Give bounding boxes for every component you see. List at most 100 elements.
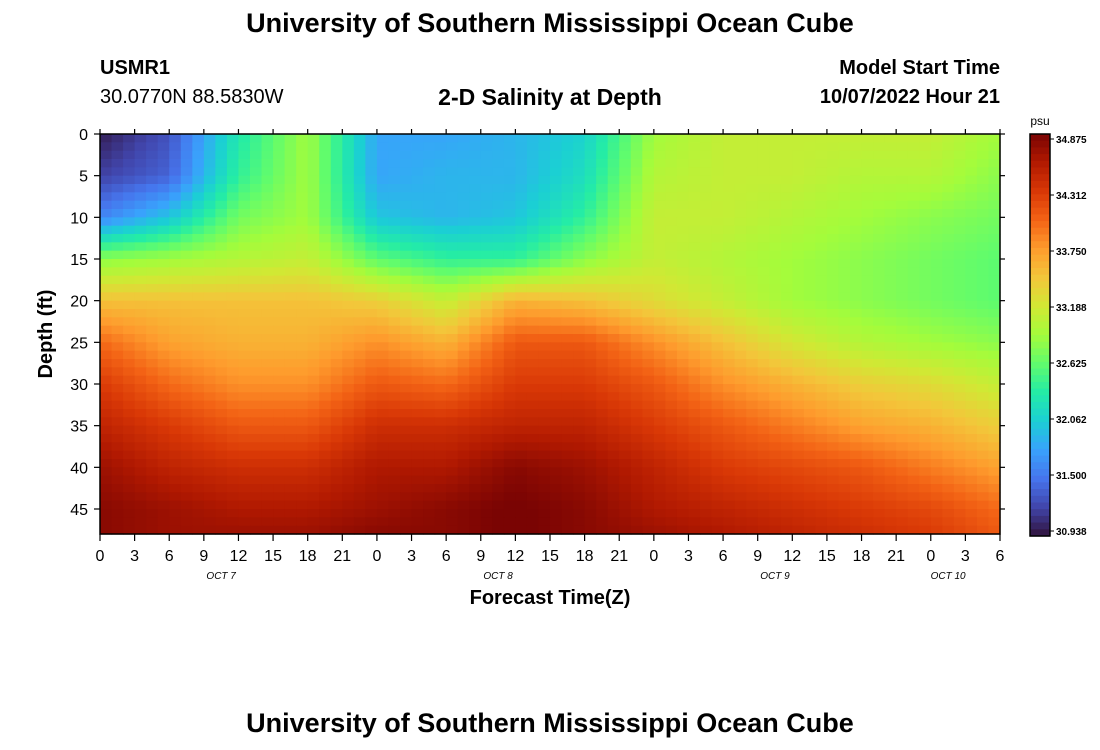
- heatmap-cell: [757, 384, 770, 393]
- heatmap-cell: [469, 417, 482, 427]
- heatmap-cell: [734, 509, 747, 518]
- heatmap-cell: [319, 167, 332, 177]
- heatmap-cell: [203, 175, 216, 185]
- heatmap-cell: [284, 450, 297, 460]
- heatmap-cell: [561, 442, 574, 452]
- heatmap-cell: [584, 409, 597, 418]
- colorbar-segment: [1030, 395, 1050, 403]
- heatmap-cell: [596, 525, 609, 535]
- heatmap-cell: [503, 367, 516, 377]
- heatmap-cell: [780, 184, 793, 193]
- heatmap-cell: [550, 517, 563, 527]
- heatmap-cell: [723, 367, 736, 377]
- heatmap-cell: [746, 425, 759, 435]
- heatmap-cell: [157, 200, 170, 210]
- heatmap-cell: [111, 234, 124, 243]
- heatmap-cell: [688, 492, 701, 502]
- heatmap-cell: [261, 342, 274, 352]
- heatmap-cell: [215, 500, 228, 510]
- heatmap-cell: [630, 292, 643, 302]
- heatmap-cell: [203, 225, 216, 235]
- heatmap-cell: [388, 209, 401, 218]
- heatmap-cell: [573, 217, 586, 227]
- heatmap-cell: [342, 459, 355, 468]
- heatmap-cell: [446, 475, 459, 485]
- heatmap-cell: [676, 284, 690, 293]
- heatmap-cell: [988, 275, 1001, 285]
- heatmap-cell: [884, 184, 897, 193]
- heatmap-cell: [803, 384, 816, 393]
- heatmap-cell: [930, 450, 943, 460]
- heatmap-cell: [826, 484, 840, 493]
- heatmap-cell: [365, 150, 378, 160]
- heatmap-cell: [723, 400, 736, 410]
- heatmap-cell: [734, 409, 747, 418]
- heatmap-cell: [503, 292, 516, 302]
- heatmap-cell: [746, 200, 759, 210]
- heatmap-cell: [838, 300, 851, 310]
- heatmap-cell: [169, 259, 182, 268]
- heatmap-cell: [676, 350, 690, 360]
- heatmap-cell: [342, 375, 355, 385]
- heatmap-cell: [261, 442, 274, 452]
- heatmap-cell: [203, 375, 216, 385]
- heatmap-cell: [238, 267, 251, 277]
- heatmap-cell: [838, 392, 851, 402]
- heatmap-cell: [203, 192, 216, 202]
- heatmap-cell: [826, 517, 840, 527]
- heatmap-cell: [307, 509, 320, 518]
- heatmap-cell: [619, 317, 632, 327]
- heatmap-cell: [400, 259, 413, 268]
- heatmap-cell: [169, 142, 182, 152]
- heatmap-cell: [550, 292, 563, 302]
- heatmap-cell: [976, 217, 990, 227]
- heatmap-cell: [307, 392, 320, 402]
- heatmap-cell: [919, 350, 932, 360]
- heatmap-cell: [353, 475, 366, 485]
- heatmap-cell: [353, 325, 366, 335]
- heatmap-cell: [169, 442, 182, 452]
- heatmap-cell: [665, 259, 678, 268]
- heatmap-cell: [619, 384, 632, 393]
- heatmap-cell: [838, 409, 851, 418]
- heatmap-cell: [850, 367, 863, 377]
- heatmap-cell: [515, 284, 528, 293]
- heatmap-cell: [284, 350, 297, 360]
- heatmap-cell: [503, 442, 516, 452]
- heatmap-cell: [411, 309, 424, 318]
- heatmap-cell: [250, 192, 263, 202]
- heatmap-cell: [319, 250, 332, 260]
- heatmap-cell: [769, 375, 782, 385]
- heatmap-cell: [907, 400, 920, 410]
- heatmap-cell: [134, 200, 147, 210]
- heatmap-cell: [850, 234, 863, 243]
- heatmap-cell: [146, 350, 159, 360]
- heatmap-cell: [307, 417, 320, 427]
- x-tick-label: 12: [506, 548, 524, 565]
- heatmap-cell: [919, 259, 932, 268]
- heatmap-cell: [596, 192, 609, 202]
- heatmap-cell: [169, 384, 182, 393]
- heatmap-cell: [884, 425, 897, 435]
- heatmap-cell: [988, 492, 1001, 502]
- heatmap-cell: [400, 300, 413, 310]
- heatmap-cell: [111, 142, 124, 152]
- heatmap-cell: [157, 525, 170, 535]
- heatmap-cell: [792, 425, 805, 435]
- heatmap-cell: [723, 350, 736, 360]
- heatmap-cell: [550, 217, 563, 227]
- heatmap-cell: [919, 375, 932, 385]
- heatmap-cell: [607, 525, 620, 535]
- heatmap-cell: [192, 175, 205, 185]
- heatmap-cell: [146, 200, 159, 210]
- heatmap-cell: [976, 334, 990, 343]
- heatmap-cell: [515, 275, 528, 285]
- heatmap-cell: [907, 242, 920, 252]
- heatmap-cell: [388, 450, 401, 460]
- heatmap-cell: [411, 317, 424, 327]
- heatmap-cell: [734, 325, 747, 335]
- heatmap-cell: [826, 167, 840, 177]
- heatmap-cell: [630, 467, 643, 477]
- heatmap-cell: [607, 234, 620, 243]
- heatmap-cell: [665, 184, 678, 193]
